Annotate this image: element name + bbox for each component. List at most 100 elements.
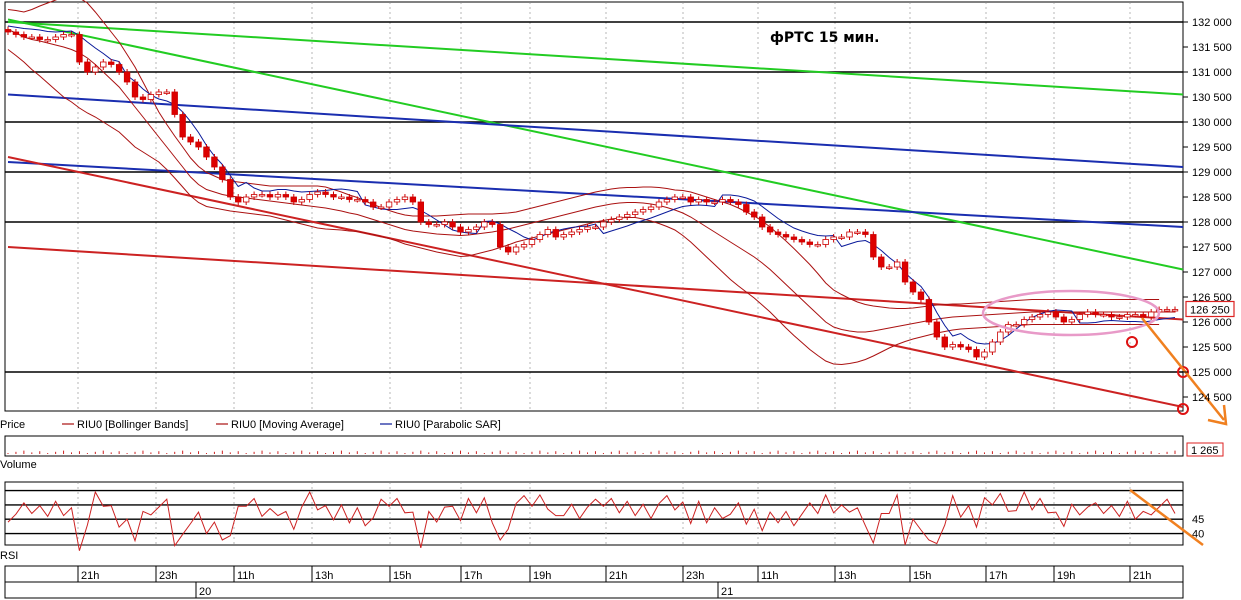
candle-body <box>878 256 885 268</box>
candle-body <box>417 201 424 223</box>
candle-body <box>854 231 861 234</box>
candle-body <box>838 236 845 239</box>
candle-body <box>600 221 607 228</box>
rsi-label: RSI <box>0 550 18 562</box>
candle-body <box>1171 309 1179 312</box>
y-tick-label: 129 500 <box>1192 142 1232 154</box>
x-tick-label: 21h <box>81 570 99 582</box>
candle-body <box>20 34 28 38</box>
candle-body <box>544 229 552 235</box>
candle-body <box>957 344 964 348</box>
candle-body <box>195 141 202 148</box>
x-tick-label: 23h <box>159 570 177 582</box>
candle-body <box>655 201 663 208</box>
volume-label: Volume <box>0 459 37 471</box>
candle-body <box>1028 316 1036 320</box>
y-tick-label: 130 000 <box>1192 117 1232 129</box>
legend-price: Price <box>0 419 25 431</box>
candle-body <box>1140 314 1147 318</box>
candle-body <box>631 211 639 215</box>
current-price-label: 126 250 <box>1190 305 1230 317</box>
candle-body <box>401 196 409 200</box>
candle-body <box>1163 309 1171 312</box>
x-tick-label: 19h <box>533 570 551 582</box>
volume-panel <box>4 435 1184 457</box>
price-panel <box>4 1 1184 412</box>
candle-body <box>576 229 583 233</box>
candle-body <box>973 349 980 358</box>
candle-body <box>560 234 567 238</box>
x-tick-label: 15h <box>393 570 411 582</box>
candle-body <box>925 299 933 323</box>
candle-body <box>155 91 163 95</box>
marker-circle-0 <box>1126 336 1138 348</box>
y-tick-label: 127 000 <box>1192 267 1232 279</box>
legend-bollinger: RIU0 [Bollinger Bands] <box>77 419 188 431</box>
candle-body <box>719 199 726 203</box>
y-tick-label: 124 500 <box>1192 392 1232 404</box>
candle-body <box>290 196 297 203</box>
candle-body <box>893 261 901 268</box>
x-tick-label: 11h <box>237 570 255 582</box>
candle-body <box>377 206 385 209</box>
candle-body <box>965 346 972 350</box>
candle-body <box>433 224 440 227</box>
day-label: 20 <box>199 586 211 598</box>
legend-moving-average: RIU0 [Moving Average] <box>231 419 344 431</box>
candle-body <box>949 344 956 348</box>
trend-lines <box>7 18 1184 408</box>
candle-body <box>1013 324 1020 327</box>
candle-body <box>933 321 941 338</box>
y-tick-label: 131 000 <box>1192 67 1232 79</box>
candle-body <box>362 199 369 203</box>
candle-body <box>179 114 186 138</box>
candle-body <box>1068 319 1075 323</box>
annotations <box>981 289 1228 426</box>
candle-body <box>219 166 226 180</box>
candle-body <box>846 231 853 238</box>
candle-body <box>989 341 996 353</box>
candle-body <box>409 196 417 203</box>
candle-body <box>909 281 917 293</box>
candle-body <box>624 214 631 218</box>
candle-body <box>4 29 12 33</box>
candle-body <box>941 336 948 348</box>
candle-body <box>711 201 718 204</box>
candle-body <box>1108 314 1115 318</box>
volume-value-box <box>1186 442 1224 457</box>
y-tick-label: 131 500 <box>1192 42 1232 54</box>
x-tick-label: 17h <box>464 570 482 582</box>
marker-circle-2 <box>1177 403 1189 415</box>
candle-body <box>997 331 1004 343</box>
candle-body <box>663 199 671 203</box>
candle-body <box>1076 314 1083 320</box>
candle-body <box>274 194 282 198</box>
candle-body <box>370 201 377 208</box>
y-tick-label: 130 500 <box>1192 92 1232 104</box>
candle-body <box>1060 316 1068 323</box>
candle-body <box>639 209 647 213</box>
candle-body <box>917 291 925 300</box>
candle-body <box>497 224 504 248</box>
x-tick-label: 17h <box>989 570 1007 582</box>
candle-body <box>592 226 599 229</box>
rsi-line <box>7 490 1176 551</box>
candle-body <box>1116 316 1123 319</box>
candle-body <box>862 231 869 235</box>
trend-line-3 <box>7 161 1184 228</box>
candle-body <box>489 221 496 225</box>
candle-body <box>687 196 694 203</box>
candle-body <box>901 261 909 283</box>
candle-body <box>782 234 790 238</box>
candle-body <box>171 91 178 115</box>
candle-body <box>870 234 877 258</box>
candle-body <box>774 231 782 235</box>
y-tick-label: 132 000 <box>1192 17 1232 29</box>
candle-body <box>227 179 234 198</box>
candle-body <box>338 196 345 199</box>
candle-body <box>314 191 321 195</box>
candle-body <box>68 34 75 37</box>
candle-body <box>703 199 710 203</box>
trend-line-1 <box>7 18 1184 271</box>
